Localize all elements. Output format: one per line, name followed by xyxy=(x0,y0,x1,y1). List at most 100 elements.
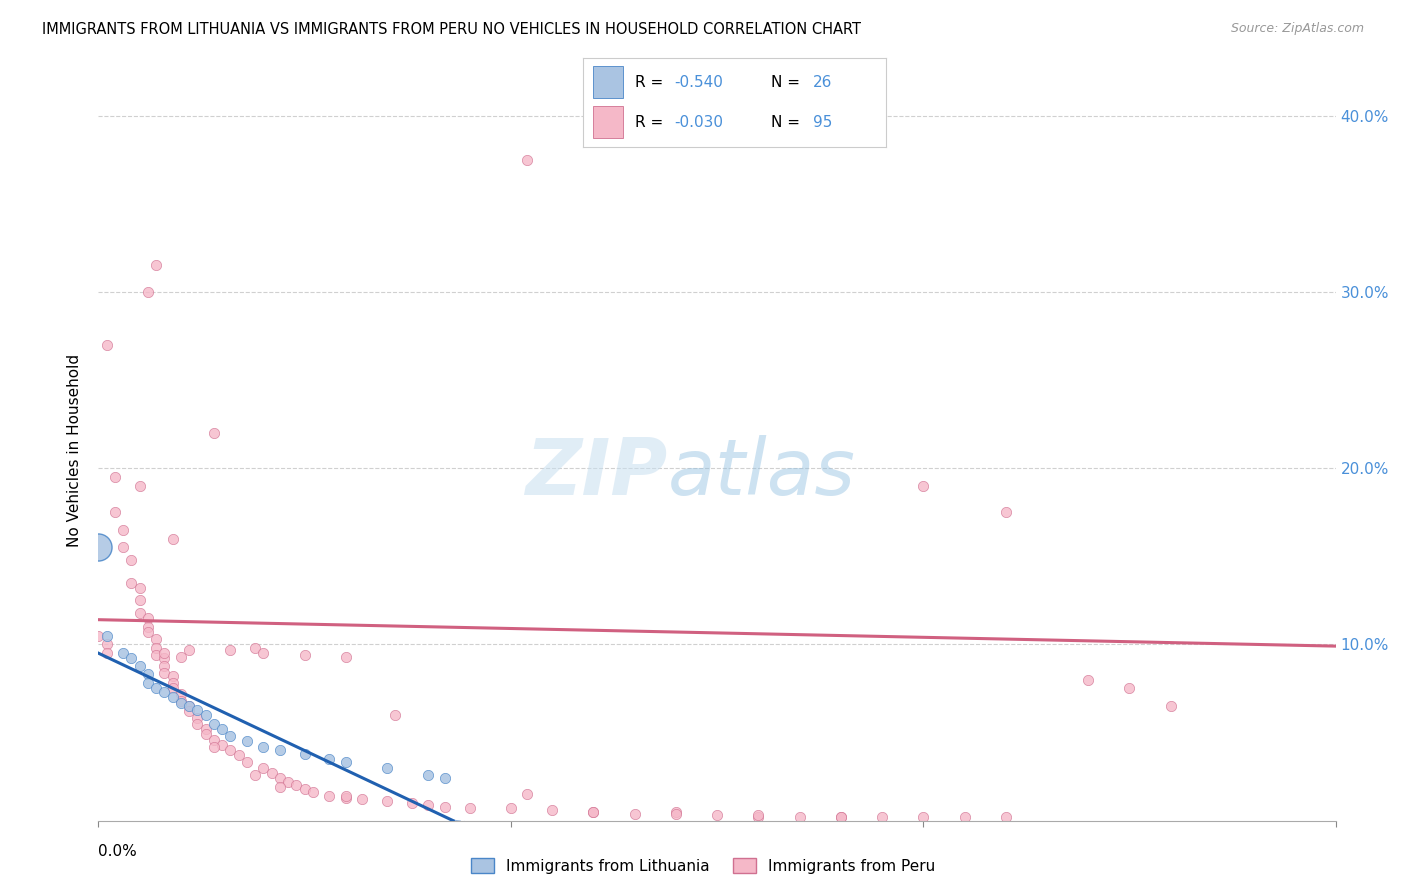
Point xyxy=(145,640,167,655)
Point xyxy=(516,153,538,167)
Point xyxy=(294,648,316,662)
Point xyxy=(294,747,316,761)
Point xyxy=(953,810,976,824)
Point xyxy=(499,801,522,815)
Point xyxy=(145,681,167,696)
FancyBboxPatch shape xyxy=(592,106,623,138)
Point xyxy=(302,785,325,799)
Point xyxy=(269,780,291,794)
Point xyxy=(202,425,225,440)
Point xyxy=(1118,681,1140,696)
Point xyxy=(285,778,308,792)
Point xyxy=(202,716,225,731)
Point xyxy=(128,606,150,620)
Point xyxy=(104,505,127,519)
Point xyxy=(433,799,456,814)
Point xyxy=(1077,673,1099,687)
Text: -0.540: -0.540 xyxy=(675,75,723,89)
Point xyxy=(153,651,176,665)
Point xyxy=(136,285,159,299)
Text: Source: ZipAtlas.com: Source: ZipAtlas.com xyxy=(1230,22,1364,36)
Point xyxy=(458,801,481,815)
Point xyxy=(136,620,159,634)
Point xyxy=(162,669,184,683)
Text: N =: N = xyxy=(770,115,804,129)
Point xyxy=(202,739,225,754)
Point xyxy=(112,541,135,555)
Point xyxy=(294,781,316,796)
Point xyxy=(104,470,127,484)
Point xyxy=(830,810,852,824)
Point xyxy=(219,729,242,743)
Text: IMMIGRANTS FROM LITHUANIA VS IMMIGRANTS FROM PERU NO VEHICLES IN HOUSEHOLD CORRE: IMMIGRANTS FROM LITHUANIA VS IMMIGRANTS … xyxy=(42,22,862,37)
Point xyxy=(541,803,564,817)
Point xyxy=(179,699,201,714)
Point xyxy=(375,761,398,775)
Point xyxy=(87,629,110,643)
Text: 95: 95 xyxy=(813,115,832,129)
Point xyxy=(219,743,242,757)
Point xyxy=(335,790,357,805)
Point xyxy=(830,810,852,824)
Text: atlas: atlas xyxy=(668,434,855,511)
Point xyxy=(318,789,340,803)
Point xyxy=(243,768,266,782)
Point xyxy=(870,810,893,824)
Point xyxy=(162,690,184,705)
Point xyxy=(211,722,233,736)
Point xyxy=(202,732,225,747)
Point xyxy=(120,651,142,665)
Point xyxy=(120,553,142,567)
Point xyxy=(747,808,769,822)
Point xyxy=(252,646,274,660)
Point xyxy=(153,685,176,699)
Point xyxy=(335,756,357,770)
Point xyxy=(582,805,605,819)
Point xyxy=(128,593,150,607)
Point xyxy=(136,611,159,625)
Point xyxy=(706,808,728,822)
Point xyxy=(112,523,135,537)
Point xyxy=(96,637,118,651)
Point xyxy=(582,805,605,819)
Y-axis label: No Vehicles in Household: No Vehicles in Household xyxy=(67,354,83,547)
Text: ZIP: ZIP xyxy=(526,434,668,511)
Point xyxy=(153,665,176,680)
Point xyxy=(994,505,1017,519)
Point xyxy=(162,676,184,690)
Point xyxy=(145,632,167,646)
Point xyxy=(352,792,374,806)
Point xyxy=(228,748,250,763)
Point xyxy=(219,642,242,657)
Point xyxy=(170,649,193,664)
Point xyxy=(318,752,340,766)
Point xyxy=(179,699,201,714)
Point xyxy=(145,648,167,662)
Point xyxy=(1160,699,1182,714)
Point xyxy=(170,687,193,701)
Point xyxy=(269,772,291,786)
Text: N =: N = xyxy=(770,75,804,89)
Point xyxy=(87,541,110,555)
Point xyxy=(96,629,118,643)
Point xyxy=(145,259,167,273)
Point xyxy=(162,532,184,546)
Point xyxy=(194,727,217,741)
Point xyxy=(747,810,769,824)
Point xyxy=(186,703,208,717)
Text: R =: R = xyxy=(636,115,668,129)
Point xyxy=(375,794,398,808)
Point xyxy=(623,806,645,821)
Point xyxy=(120,575,142,590)
Text: R =: R = xyxy=(636,75,668,89)
Point xyxy=(269,743,291,757)
Point xyxy=(112,646,135,660)
Point xyxy=(211,738,233,752)
Point xyxy=(96,646,118,660)
Point xyxy=(153,658,176,673)
Point xyxy=(994,810,1017,824)
Point xyxy=(179,642,201,657)
Point xyxy=(170,696,193,710)
Point xyxy=(194,722,217,736)
Text: 26: 26 xyxy=(813,75,832,89)
